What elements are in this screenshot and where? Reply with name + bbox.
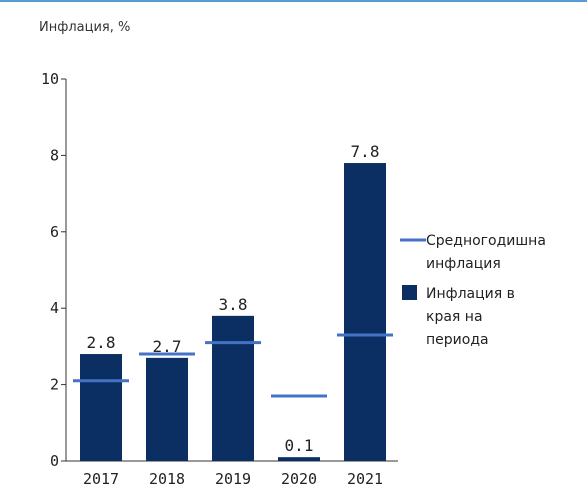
bar-data-label: 2.8 [87, 333, 116, 352]
bar [344, 163, 386, 462]
legend-label: Средногодишна [426, 233, 546, 249]
axes: 0 2 4 6 8 10 2017 2018 2019 2020 2021 [41, 70, 398, 488]
y-tick-label: 4 [50, 299, 59, 317]
bar [212, 315, 254, 461]
legend-label: края на [426, 309, 483, 325]
chart-title: Инфлация, % [39, 20, 130, 35]
x-tick-label: 2019 [215, 470, 251, 488]
bar-data-label: 3.8 [219, 295, 248, 314]
bars [80, 163, 386, 462]
x-tick-label: 2017 [83, 470, 119, 488]
bar-data-label: 7.8 [351, 142, 380, 161]
bar-data-label: 2.7 [153, 337, 182, 356]
legend-label: инфлация [426, 256, 501, 272]
average-markers [73, 333, 393, 398]
y-tick-label: 2 [50, 376, 59, 394]
bar [278, 457, 320, 461]
legend: Средногодишна инфлация Инфлация в края на пе… [400, 233, 546, 348]
y-tick-label: 6 [50, 223, 59, 241]
data-labels: 2.8 2.7 3.8 0.1 7.8 [87, 142, 380, 455]
x-tick-label: 2020 [281, 470, 317, 488]
y-tick-label: 10 [41, 70, 59, 88]
legend-label: периода [426, 332, 489, 348]
x-tick-label: 2018 [149, 470, 185, 488]
x-tick-label: 2021 [347, 470, 383, 488]
bar-data-label: 0.1 [285, 436, 314, 455]
y-tick-label: 8 [50, 146, 59, 164]
y-tick-label: 0 [50, 452, 59, 470]
bar [146, 357, 188, 461]
bar [80, 354, 122, 461]
legend-label: Инфлация в [426, 286, 515, 302]
top-border [0, 0, 587, 2]
legend-bar-swatch [402, 285, 417, 300]
